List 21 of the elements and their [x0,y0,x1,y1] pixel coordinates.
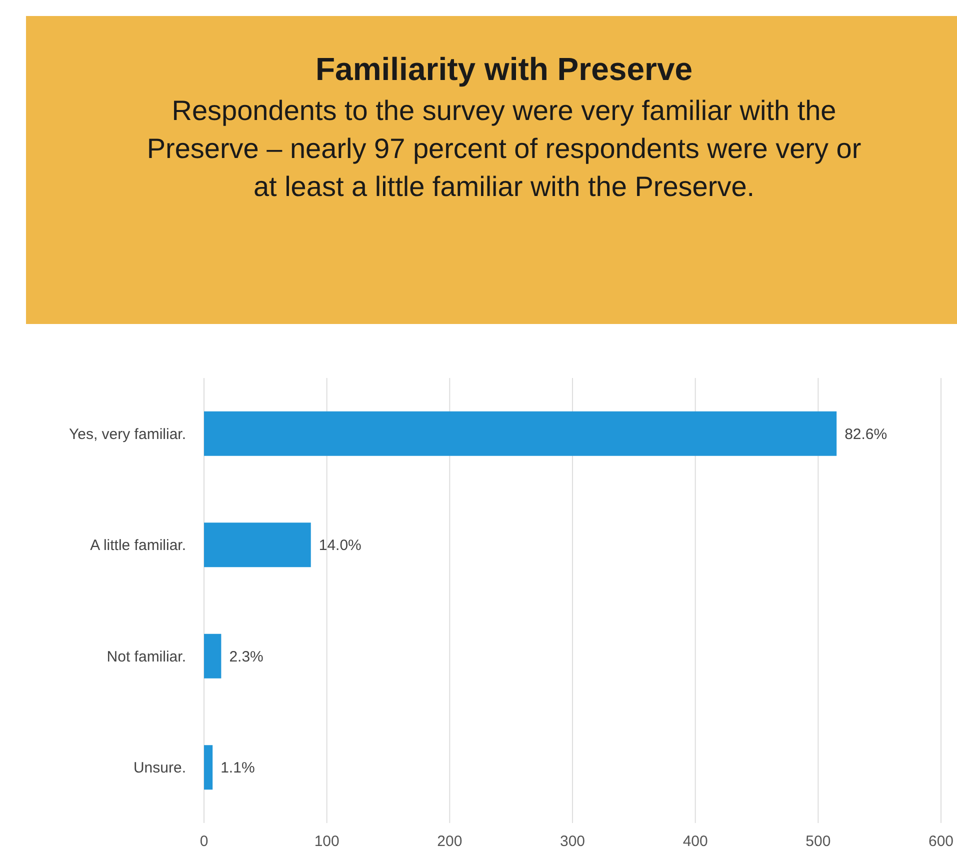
annotation: 82.6% [844,426,888,443]
y-tick-label: Unsure. [133,760,186,777]
chart-subtitle: Respondents to the survey were very familiar with the Preserve – nearly 97 percent of respondents were very or at least a little familiar with the Preserve. [146,95,862,202]
x-tick-label: 100 [314,833,340,850]
y-tick-label: Not familiar. [106,648,186,666]
x-tick-label: 400 [682,833,708,850]
y-tick-label: Yes, very familiar. [69,426,186,443]
x-tick-label: 500 [806,833,831,850]
annotation: 14.0% [318,537,362,554]
y-tick-label: A little familiar. [90,537,186,554]
x-tick-label: 300 [560,833,586,850]
annotation: 1.1% [220,760,255,777]
bar [204,634,222,678]
x-tick-label: 600 [928,833,954,850]
annotation: 2.3% [229,648,264,666]
chart-title: Familiarity with Preserve [315,51,693,87]
x-tick-label: 0 [200,833,208,850]
bar [204,745,213,790]
x-tick-label: 200 [437,833,462,850]
bar [204,522,311,568]
bar [204,411,837,456]
